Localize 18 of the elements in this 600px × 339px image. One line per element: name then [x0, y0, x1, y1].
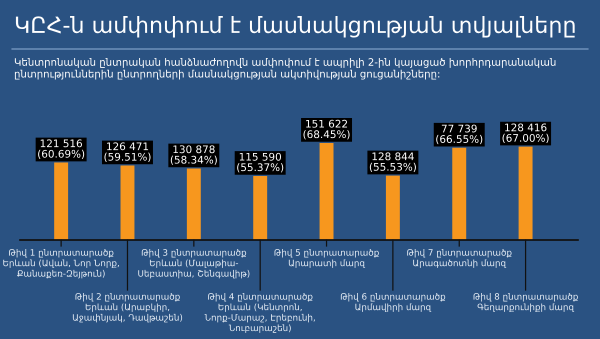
- x-tick-label: Թիվ 1 ընտրատարածք Երևան (Ավան, Նոր Նորք, Քանաքեռ-Զեյթուն): [3, 249, 119, 278]
- data-label: 128 416 (67.00%): [502, 123, 549, 144]
- data-label: 77 739 (66.55%): [436, 124, 482, 144]
- chart-title: ԿԸՀ-ն ամփոփում է մասնակցության տվյալները: [16, 16, 575, 38]
- x-tick-label: Թիվ 2 ընտրատարածք Երևան (Արաբկիր, Աջափնյակ, Դավթաշեն): [72, 293, 182, 322]
- data-label: 128 844 (55.53%): [370, 152, 416, 172]
- x-tick-label: Թիվ 7 ընտրատարածք Արագածոտնի մարզ: [407, 249, 512, 268]
- x-tick-label: Թիվ 3 ընտրատարածք Երևան (Մալաթիա- Սեբաստիա, Շենգավիթ): [138, 249, 250, 278]
- data-label: 130 878 (58.34%): [170, 145, 217, 165]
- x-tick-label: Թիվ 4 ընտրատարածք Երևան (Կենտրոն, Նորք-Մարաշ, Էրեբունի, Նուբարաշեն): [204, 293, 315, 333]
- x-tick-label: Թիվ 8 ընտրատարածք Գեղարքունիքի մարզ: [474, 293, 578, 312]
- data-label: 126 471 (59.51%): [104, 142, 151, 162]
- x-tick-label: Թիվ 5 ընտրատարածք Արարատի մարզ: [274, 249, 379, 268]
- chart-subtitle: Կենտրոնական ընտրական հանձնաժողովն ամփոփում է ապրիլի 2-ին կայացած խորհրդարանական ընտրություններին ընտրողների մասնակցության ակտիվության ցուցանիշները:: [14, 58, 556, 80]
- x-tick-label: Թիվ 6 ընտրատարածք Արմավիրի մարզ: [340, 293, 446, 312]
- data-label: 151 622 (68.45%): [304, 120, 350, 140]
- data-label: 121 516 (60.69%): [38, 139, 84, 159]
- data-label: 115 590 (55.37%): [237, 152, 284, 172]
